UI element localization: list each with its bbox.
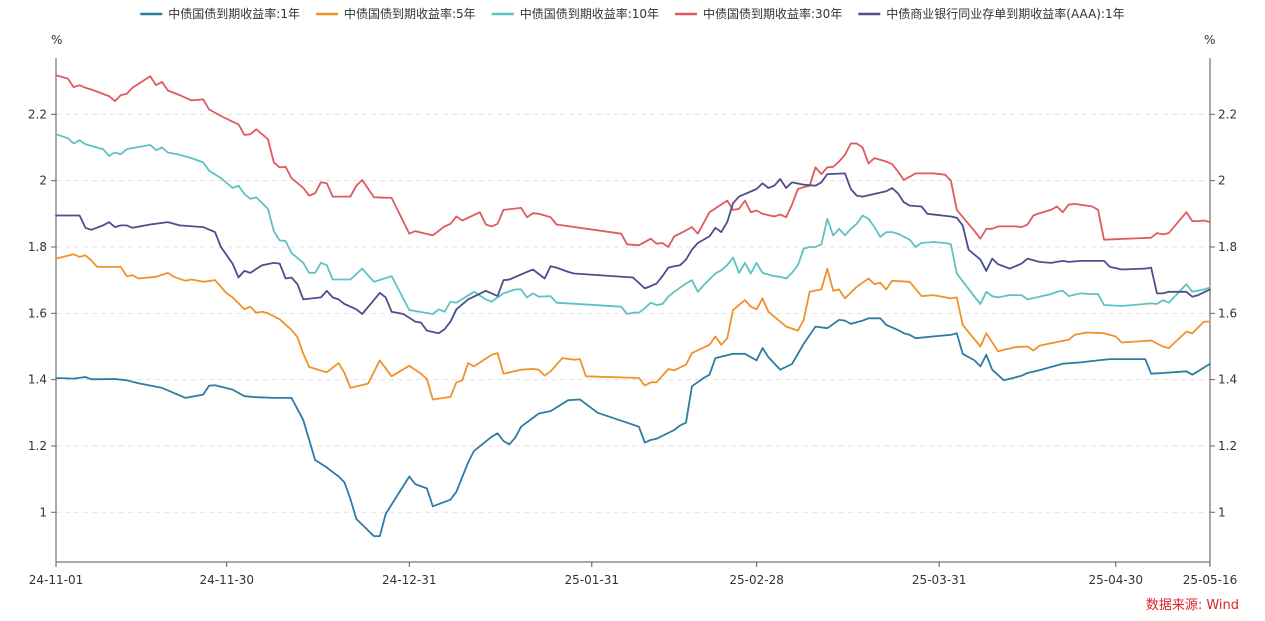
legend-item-2: 中债国债到期收益率:5年 (316, 6, 476, 21)
legend-label: 中债国债到期收益率:30年 (703, 6, 842, 21)
y-tick-label-right: 1.4 (1218, 373, 1237, 387)
x-tick-label: 25-05-16 (1183, 573, 1237, 587)
x-tick-label: 25-01-31 (565, 573, 619, 587)
series-line-3 (55, 133, 1211, 315)
series-line-1 (55, 317, 1211, 537)
legend-label: 中债国债到期收益率:1年 (168, 6, 300, 21)
x-tick-label: 25-02-28 (729, 573, 783, 587)
horizontal-gridlines (56, 113, 1210, 513)
right-y-axis-ticks: 1 1.2 1.4 1.6 1.8 2 2.2 (1210, 107, 1237, 519)
series-line-4 (55, 74, 1211, 248)
legend-item-5: 中债商业银行同业存单到期收益率(AAA):1年 (858, 6, 1125, 21)
legend-label: 中债国债到期收益率:10年 (520, 6, 659, 21)
data-source-note: 数据来源: Wind (1146, 598, 1239, 613)
left-y-axis-ticks: 1 1.2 1.4 1.6 1.8 2 2.2 (28, 107, 56, 519)
y-tick-label-right: 1.8 (1218, 240, 1237, 254)
series-lines (55, 74, 1211, 537)
y-tick-label-left: 2.2 (28, 107, 47, 121)
y-tick-label-left: 1.2 (28, 439, 47, 453)
x-tick-label: 24-12-31 (382, 573, 436, 587)
y-tick-label-left: 2 (39, 174, 47, 188)
chart-legend: 中债国债到期收益率:1年 中债国债到期收益率:5年 中债国债到期收益率:10年 中债国… (140, 6, 1125, 21)
legend-label: 中债商业银行同业存单到期收益率(AAA):1年 (886, 6, 1124, 21)
y-tick-label-right: 2.2 (1218, 107, 1237, 121)
legend-item-1: 中债国债到期收益率:1年 (140, 6, 300, 21)
legend-item-4: 中债国债到期收益率:30年 (675, 6, 842, 21)
y-tick-label-right: 1.2 (1218, 439, 1237, 453)
x-tick-label: 24-11-01 (29, 573, 83, 587)
y-tick-label-left: 1.4 (28, 373, 47, 387)
x-tick-label: 24-11-30 (200, 573, 254, 587)
y-tick-label-right: 1.6 (1218, 306, 1237, 320)
y-tick-label-right: 1 (1218, 505, 1226, 519)
legend-item-3: 中债国债到期收益率:10年 (491, 6, 659, 21)
y-tick-label-left: 1 (39, 505, 47, 519)
x-tick-label: 25-04-30 (1089, 573, 1143, 587)
left-axis-unit-label: % (51, 33, 62, 47)
x-axis-ticks: 24-11-01 24-11-30 24-12-31 25-01-31 25-02-28… (29, 562, 1237, 587)
y-tick-label-right: 2 (1218, 174, 1226, 188)
y-tick-label-left: 1.6 (28, 306, 47, 320)
y-tick-label-left: 1.8 (28, 240, 47, 254)
series-line-2 (55, 253, 1211, 401)
series-line-5 (55, 172, 1211, 335)
legend-label: 中债国债到期收益率:5年 (344, 6, 476, 21)
x-tick-label: 25-03-31 (912, 573, 966, 587)
right-axis-unit-label: % (1204, 33, 1215, 47)
chart-axes (55, 58, 1211, 563)
